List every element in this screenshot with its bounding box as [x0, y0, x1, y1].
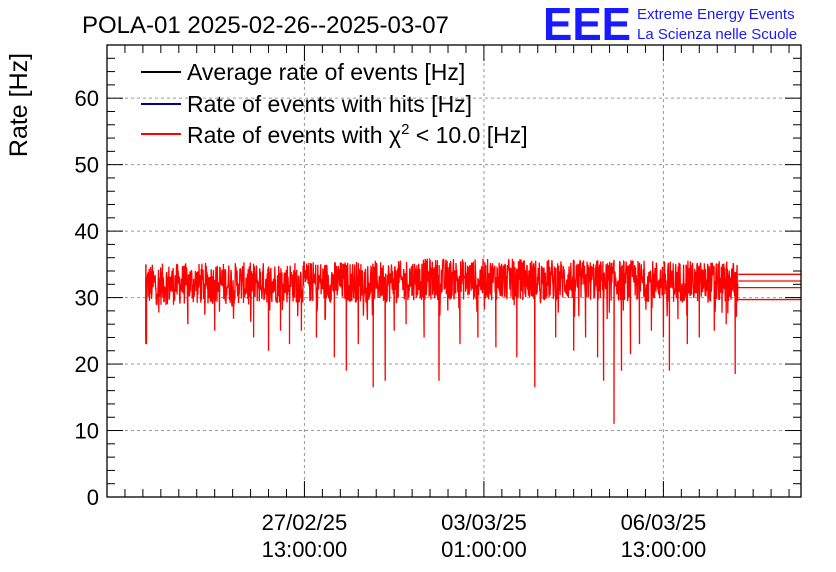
logo-line-1: Extreme Energy Events [637, 6, 795, 23]
y-axis-label: Rate [Hz] [5, 53, 33, 157]
plot-frame [106, 44, 802, 498]
legend: Average rate of events [Hz] Rate of even… [141, 59, 528, 148]
logo-mark: EEE [543, 0, 631, 50]
legend-chi2-suffix: < 10.0 [Hz] [409, 122, 527, 148]
y-tick-label: 0 [87, 485, 99, 510]
x-tick-label-date: 03/03/25 [441, 510, 527, 535]
series-chi2-rate [145, 257, 801, 424]
y-tick-label: 50 [75, 153, 99, 178]
x-tick-label-date: 06/03/25 [621, 510, 707, 535]
x-tick-label-date: 27/02/25 [262, 510, 348, 535]
legend-label-average: Average rate of events [Hz] [187, 59, 465, 85]
chi2-rate-line [145, 257, 739, 424]
x-tick-label-time: 13:00:00 [621, 537, 707, 562]
chart-title: POLA-01 2025-02-26--2025-03-07 [82, 12, 449, 39]
y-tick-label: 60 [75, 86, 99, 111]
y-tick-label: 30 [75, 286, 99, 311]
y-tick-label: 10 [75, 419, 99, 444]
grid-lines [107, 45, 801, 497]
y-tick-label: 40 [75, 219, 99, 244]
legend-label-hits: Rate of events with hits [Hz] [187, 91, 472, 117]
eee-logo: EEE Extreme Energy Events La Scienza nel… [543, 0, 797, 50]
logo-line-2: La Scienza nelle Scuole [637, 26, 797, 43]
x-tick-label-time: 01:00:00 [441, 537, 527, 562]
legend-chi2-symbol: χ [389, 122, 401, 148]
legend-chi2-prefix: Rate of events with [187, 122, 389, 148]
y-tick-label: 20 [75, 352, 99, 377]
axes: 010203040506027/02/2513:00:0003/03/2501:… [75, 44, 802, 562]
legend-label-chi2: Rate of events with χ2 < 10.0 [Hz] [187, 121, 528, 148]
x-tick-label-time: 13:00:00 [262, 537, 348, 562]
legend-chi2-superscript: 2 [401, 121, 409, 138]
